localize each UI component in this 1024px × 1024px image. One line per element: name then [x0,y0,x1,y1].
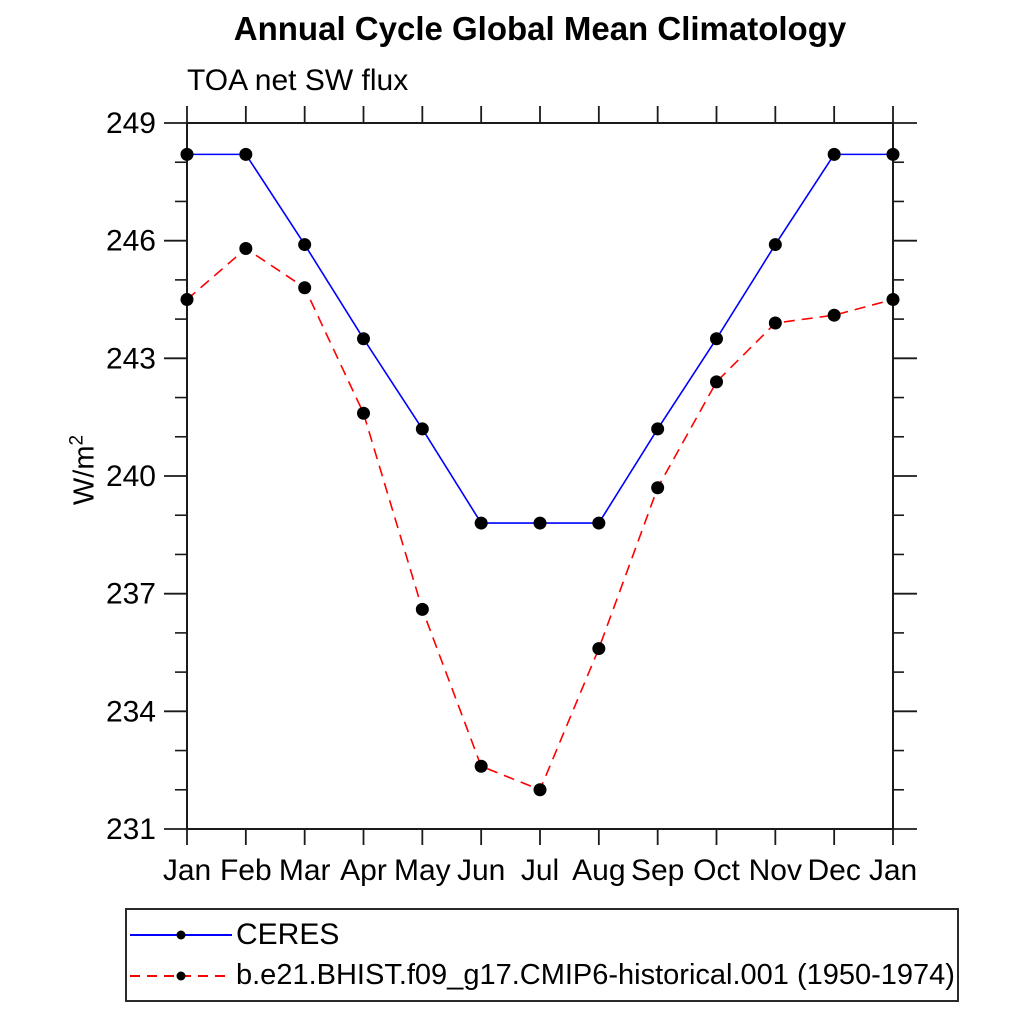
x-tick-label: Feb [220,854,272,887]
data-point-marker [651,422,665,436]
data-point-marker [474,516,488,530]
data-point-marker [710,375,723,389]
data-point-marker [827,147,841,161]
x-tick-label: Jan [869,854,917,887]
data-point-marker [415,422,429,436]
chart-subtitle: TOA net SW flux [187,64,409,97]
x-tick-label: Jan [163,854,211,887]
data-point-marker [180,293,194,306]
y-tick-label: 240 [106,460,156,493]
legend-label-model: b.e21.BHIST.f09_g17.CMIP6-historical.001… [236,959,955,991]
y-axis-title-exponent: 2 [66,434,88,446]
x-tick-label: May [394,854,451,887]
y-tick-label: 246 [106,225,156,258]
x-tick-label: Jul [521,854,559,887]
ceres-line-swatch [130,930,232,939]
x-tick-label: Aug [572,854,625,887]
data-point-marker [886,293,900,306]
x-tick-label: Oct [693,854,740,887]
data-point-marker [533,516,547,530]
data-point-marker [180,147,194,161]
data-point-marker [533,783,547,797]
data-point-marker [592,642,606,656]
data-point-marker [357,332,370,346]
x-tick-label: Apr [340,854,387,887]
x-tick-label: Mar [279,854,331,887]
data-point-marker [239,242,253,256]
x-tick-label: Jun [457,854,505,887]
legend: CERES b.e21.BHIST.f09_g17.CMIP6-historic… [125,908,959,1002]
data-point-marker [886,147,900,161]
legend-item-model: b.e21.BHIST.f09_g17.CMIP6-historical.001… [129,955,957,996]
y-tick-label: 243 [106,342,156,375]
legend-item-ceres: CERES [129,914,957,955]
y-axis-title: W/m2 [67,435,102,505]
data-point-marker [651,481,665,495]
model-line-swatch [130,971,232,980]
data-point-marker [357,406,370,420]
x-tick-label: Nov [749,854,802,887]
data-point-marker [298,238,312,252]
data-point-marker [768,238,782,252]
ceres-swatch-marker [176,930,186,939]
data-point-marker [827,308,841,322]
y-axis-title-base: W/m [68,445,101,506]
chart-title: Annual Cycle Global Mean Climatology [233,10,847,47]
x-tick-label: Sep [631,854,684,887]
data-point-marker [415,602,429,616]
data-point-marker [298,281,312,295]
y-tick-label: 231 [106,813,156,846]
data-point-marker [239,147,253,161]
y-tick-label: 249 [106,107,156,140]
legend-label-ceres: CERES [236,917,340,951]
data-point-marker [592,516,606,530]
data-point-marker [768,316,782,330]
x-tick-label: Dec [807,854,860,887]
data-point-marker [710,332,723,346]
model-swatch-marker [176,971,186,980]
y-tick-label: 234 [106,695,156,728]
plot-frame [186,122,894,830]
y-tick-label: 237 [106,578,156,611]
data-point-marker [474,759,488,773]
series-line-0 [187,153,893,524]
